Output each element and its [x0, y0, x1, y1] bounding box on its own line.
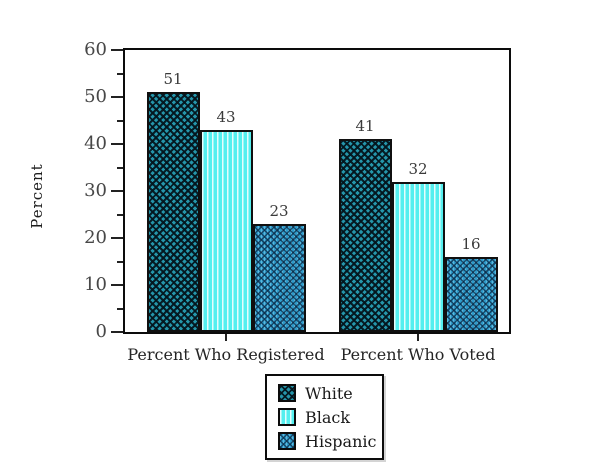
bar-value-label: 43 [216, 108, 236, 126]
bar-value-label: 51 [163, 70, 183, 88]
legend: White Black Hispanic [265, 374, 384, 460]
bar-hispanic [252, 224, 306, 332]
x-axis-tick [417, 334, 419, 341]
y-axis-major-tick [111, 143, 123, 145]
y-axis-minor-tick [117, 307, 123, 310]
legend-row: Hispanic [278, 429, 382, 453]
y-axis-minor-tick [117, 213, 123, 216]
y-axis-minor-tick [117, 260, 123, 263]
bar-value-label: 23 [269, 202, 289, 220]
bar-value-label: 16 [461, 235, 481, 253]
y-axis-tick-label: 20 [84, 227, 107, 248]
legend-label: Hispanic [305, 431, 377, 451]
y-axis-minor-tick [117, 166, 123, 169]
y-axis-major-tick [111, 237, 123, 239]
legend-label: Black [305, 407, 351, 427]
bar-value-label: 41 [355, 117, 375, 135]
y-axis-tick-label: 10 [84, 274, 107, 295]
y-axis-tick-label: 50 [84, 86, 107, 107]
bar-value-label: 32 [408, 160, 428, 178]
bar-hispanic [444, 257, 498, 332]
y-axis-minor-tick [117, 72, 123, 75]
legend-row: Black [278, 405, 382, 429]
y-axis-title: Percent [28, 163, 46, 229]
x-axis-category-label: Percent Who Registered [127, 345, 325, 364]
y-axis-major-tick [111, 331, 123, 333]
bar-white [338, 139, 392, 332]
x-axis-tick [225, 334, 227, 341]
y-axis-tick-label: 60 [84, 39, 107, 60]
bar-white [146, 92, 200, 332]
legend-row: White [278, 381, 382, 405]
legend-label: White [305, 383, 353, 403]
bar-black [199, 130, 253, 332]
x-axis-category-label: Percent Who Voted [340, 345, 496, 364]
legend-swatch-hispanic [278, 432, 296, 450]
y-axis-major-tick [111, 190, 123, 192]
bar-black [391, 182, 445, 332]
plot-area: 0 10 20 30 40 50 60 51 43 23 Percent Who Registere… [84, 39, 511, 364]
legend-swatch-black [278, 408, 296, 426]
y-axis-tick-label: 30 [84, 180, 107, 201]
y-axis-major-tick [111, 284, 123, 286]
legend-swatch-white [278, 384, 296, 402]
y-axis-tick-label: 0 [95, 321, 107, 342]
y-axis-major-tick [111, 96, 123, 98]
y-axis-tick-label: 40 [84, 133, 107, 154]
y-axis-minor-tick [117, 119, 123, 122]
y-axis-major-tick [111, 49, 123, 51]
